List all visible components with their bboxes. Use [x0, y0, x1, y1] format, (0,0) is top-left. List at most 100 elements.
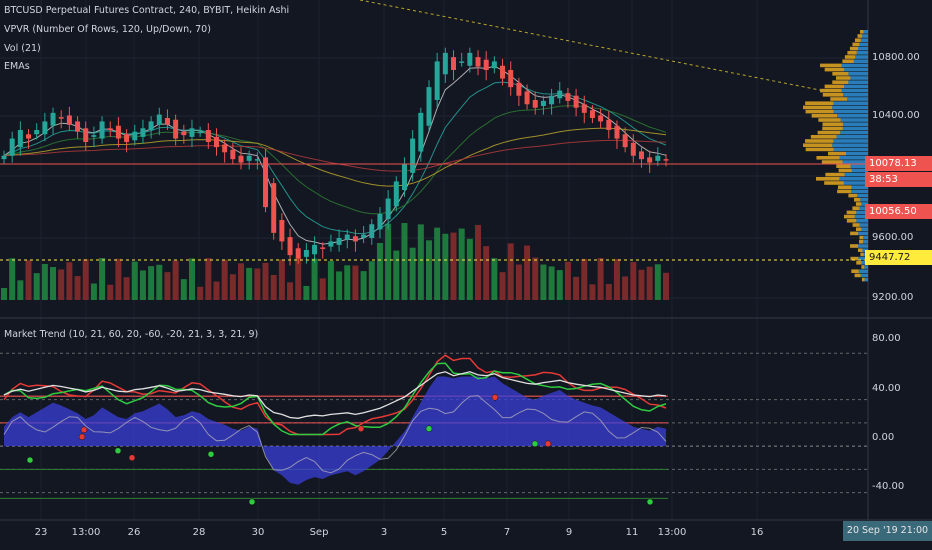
- volume-bar: [638, 269, 645, 300]
- candle-body: [197, 131, 203, 134]
- vpvr-bar-up: [863, 240, 868, 244]
- vpvr-bar-down: [837, 185, 852, 189]
- vpvr-bar-up: [856, 219, 868, 223]
- vpvr-bar-up: [853, 59, 868, 63]
- candle-body: [491, 61, 497, 69]
- volume-bar: [466, 238, 473, 300]
- candle-body: [516, 82, 522, 96]
- market-trend-legend[interactable]: Market Trend (10, 21, 60, 20, -60, -20, …: [4, 329, 259, 340]
- vpvr-bar-down: [811, 114, 837, 118]
- candle-body: [630, 142, 636, 156]
- osc-signal-dot: [357, 425, 365, 432]
- vpvr-bar-up: [861, 202, 868, 206]
- emas-legend[interactable]: EMAs: [4, 61, 30, 72]
- time-label: Sep: [309, 527, 329, 538]
- candle-body: [83, 128, 89, 142]
- candle-body: [287, 237, 293, 256]
- candle-body: [663, 159, 669, 161]
- volume-bar: [573, 276, 580, 300]
- symbol-legend[interactable]: BTCUSD Perpetual Futures Contract, 240, …: [4, 5, 290, 16]
- volume-bar: [409, 247, 416, 300]
- volume-bars: [1, 223, 669, 300]
- vpvr-bar-down: [822, 126, 843, 131]
- candle-body: [426, 87, 432, 126]
- time-label: 30: [251, 527, 265, 538]
- volume-bar: [475, 224, 482, 300]
- vpvr-bar-down: [824, 67, 845, 72]
- vpvr-bar-down: [810, 135, 837, 139]
- volume-bar: [524, 245, 531, 300]
- volume-bar: [352, 265, 359, 300]
- vpvr-bar-up: [839, 177, 868, 181]
- candle-body: [26, 134, 32, 139]
- candle-body: [361, 234, 367, 238]
- volume-bar: [491, 258, 498, 300]
- vpvr-bar-down: [857, 34, 863, 38]
- volume-bar: [483, 246, 490, 300]
- price-levels: [0, 0, 868, 261]
- candle-body: [107, 128, 113, 130]
- vpvr-bar-down: [859, 240, 864, 244]
- vpvr-bar-down: [805, 147, 834, 152]
- time-label: 11: [625, 527, 639, 538]
- volume-bar: [303, 285, 310, 300]
- osc-signal-dot: [80, 426, 88, 434]
- vpvr-bar-up: [842, 126, 868, 131]
- volume-bar: [262, 262, 269, 300]
- volume-bar: [311, 258, 318, 300]
- vpvr-bar-down: [860, 252, 864, 257]
- osc-signal-dot: [646, 498, 654, 506]
- vpvr-bar-down: [832, 72, 849, 76]
- candle-body: [369, 224, 375, 238]
- volume-bar: [605, 283, 612, 300]
- vol-legend[interactable]: Vol (21): [4, 43, 41, 54]
- vpvr-bar-up: [856, 210, 868, 215]
- vpvr-bar-down: [816, 177, 840, 181]
- vpvr-bar-down: [850, 231, 859, 236]
- vpvr-bar-down: [842, 59, 854, 63]
- volume-bar: [25, 260, 32, 300]
- time-label: 5: [440, 527, 448, 538]
- vpvr-bar-down: [854, 273, 861, 278]
- volume-bar: [156, 264, 163, 300]
- candle-body: [475, 57, 481, 67]
- candle-body: [647, 157, 653, 163]
- vpvr-bar-up: [840, 130, 868, 135]
- vpvr-bar-up: [839, 156, 868, 160]
- volume-bar: [646, 266, 653, 300]
- candle-body: [459, 61, 465, 63]
- volume-bar: [532, 257, 539, 300]
- volume-bar: [442, 233, 449, 300]
- vpvr-bar-down: [837, 189, 852, 194]
- vpvr-bar-down: [847, 51, 857, 55]
- candles[interactable]: [1, 47, 669, 266]
- candle-body: [655, 155, 661, 161]
- volume-bar: [197, 286, 204, 300]
- volume-bar: [654, 264, 661, 300]
- vpvr-bar-up: [844, 172, 868, 177]
- vpvr-bar-up: [833, 109, 868, 114]
- vpvr-legend[interactable]: VPVR (Number Of Rows, 120, Up/Down, 70): [4, 24, 211, 35]
- vpvr-bar-up: [859, 206, 868, 210]
- candle-body: [328, 241, 334, 247]
- candle-body: [434, 61, 440, 100]
- vpvr-bar-down: [844, 214, 855, 219]
- candle-body: [467, 52, 473, 66]
- vpvr-bar-down: [855, 202, 862, 206]
- volume-bar: [278, 259, 285, 300]
- volume-bar: [287, 282, 294, 300]
- osc-signal-dot: [207, 451, 215, 458]
- volume-bar: [188, 258, 195, 300]
- vpvr-bar-up: [844, 84, 868, 89]
- volume-bar: [180, 279, 187, 300]
- candle-body: [336, 238, 342, 245]
- candle-body: [246, 155, 252, 161]
- vpvr-bar-up: [860, 198, 868, 202]
- volume-bar: [425, 240, 432, 300]
- volume-bar: [630, 262, 637, 300]
- candle-body: [451, 57, 457, 70]
- second-price-tag: 10056.50: [865, 204, 932, 219]
- ema-line: [3, 81, 667, 235]
- candle-body: [549, 95, 555, 105]
